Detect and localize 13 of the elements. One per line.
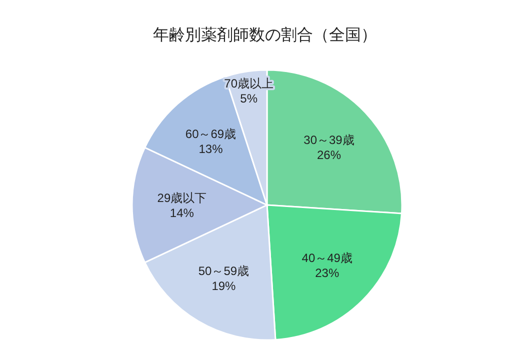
- slice-label: 30～39歳: [304, 132, 354, 147]
- chart-title: 年齢別薬剤師数の割合（全国）: [153, 26, 377, 44]
- data-label: 19%: [212, 279, 236, 294]
- slice-label: 70歳以上: [224, 76, 274, 90]
- slice-label: 60～69歳: [185, 127, 236, 142]
- slice-label: 29歳以下: [157, 191, 207, 205]
- data-label: 13%: [198, 142, 224, 156]
- slice-label: 40～49歳: [302, 251, 352, 266]
- data-label: 23%: [315, 266, 340, 280]
- slice-label: 50～59歳: [198, 264, 250, 278]
- data-label: 5%: [240, 91, 258, 106]
- data-label: 14%: [170, 206, 194, 220]
- data-label: 26%: [316, 148, 342, 162]
